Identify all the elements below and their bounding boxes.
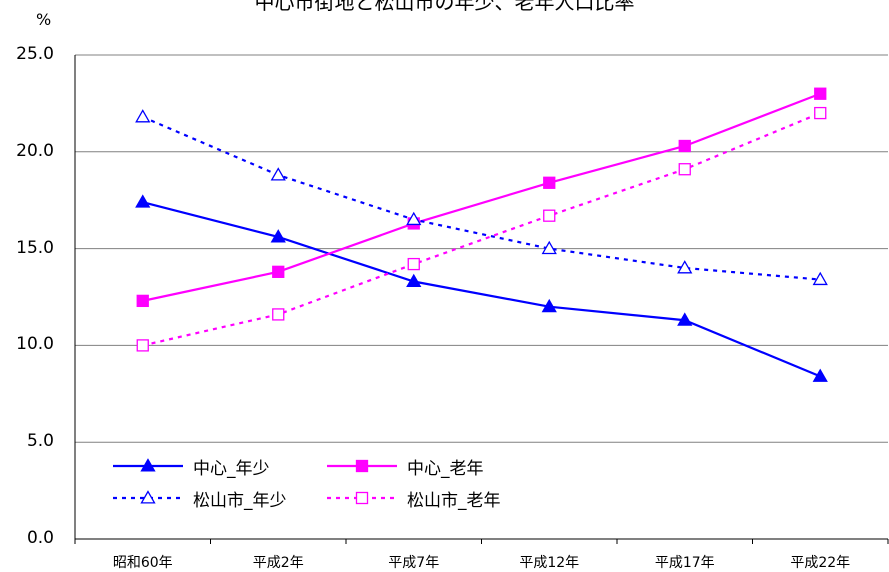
data-point: [677, 260, 693, 274]
data-point: [814, 106, 827, 120]
data-point: [272, 308, 285, 321]
series-line-4: [142, 112, 821, 347]
data-point: [270, 167, 286, 181]
data-point: [407, 257, 420, 271]
data-point: [543, 209, 556, 222]
series-line-2: [142, 92, 821, 302]
data-point: [136, 339, 149, 352]
x-tick-label: 平成7年: [388, 555, 440, 571]
y-tick-label: 5.0: [26, 431, 54, 452]
x-tick-label: 平成22年: [790, 555, 851, 571]
data-point: [678, 163, 691, 176]
y-tick-label: 20.0: [16, 140, 54, 161]
x-tick-label: 平成17年: [654, 555, 715, 571]
chart-title: 中心市街地と松山市の年少、老年人口比率: [254, 0, 635, 14]
data-point: [406, 273, 422, 288]
series-line-3: [142, 115, 821, 281]
data-point: [678, 139, 691, 153]
legend-label: 中心_老年: [407, 459, 484, 479]
data-point: [135, 109, 151, 123]
data-point: [135, 194, 151, 208]
x-tick-label: 昭和60年: [112, 555, 173, 571]
data-point: [136, 294, 149, 308]
y-axis-unit: %: [36, 10, 52, 29]
y-tick-label: 10.0: [16, 334, 54, 355]
data-point: [270, 229, 286, 243]
data-point: [677, 312, 693, 326]
series-line-1: [142, 201, 821, 378]
legend-label: 松山市_年少: [193, 491, 287, 511]
legend-marker: [355, 491, 369, 505]
data-point: [812, 368, 828, 382]
legend-marker: [140, 458, 156, 472]
x-tick-label: 平成12年: [519, 555, 580, 571]
data-point: [543, 176, 556, 189]
y-tick-label: 25.0: [16, 44, 54, 64]
data-point: [541, 298, 557, 313]
legend-label: 松山市_老年: [407, 491, 501, 511]
data-point: [272, 265, 285, 278]
y-tick-label: 15.0: [16, 237, 54, 258]
data-point: [406, 211, 422, 226]
legend-marker: [140, 490, 156, 504]
x-tick-label: 平成2年: [252, 555, 304, 571]
y-tick-label: 0.0: [26, 528, 54, 548]
legend-marker: [355, 459, 369, 473]
data-point: [814, 87, 827, 100]
data-point: [541, 240, 557, 255]
legend-label: 中心_年少: [193, 459, 270, 479]
data-point: [812, 271, 828, 286]
